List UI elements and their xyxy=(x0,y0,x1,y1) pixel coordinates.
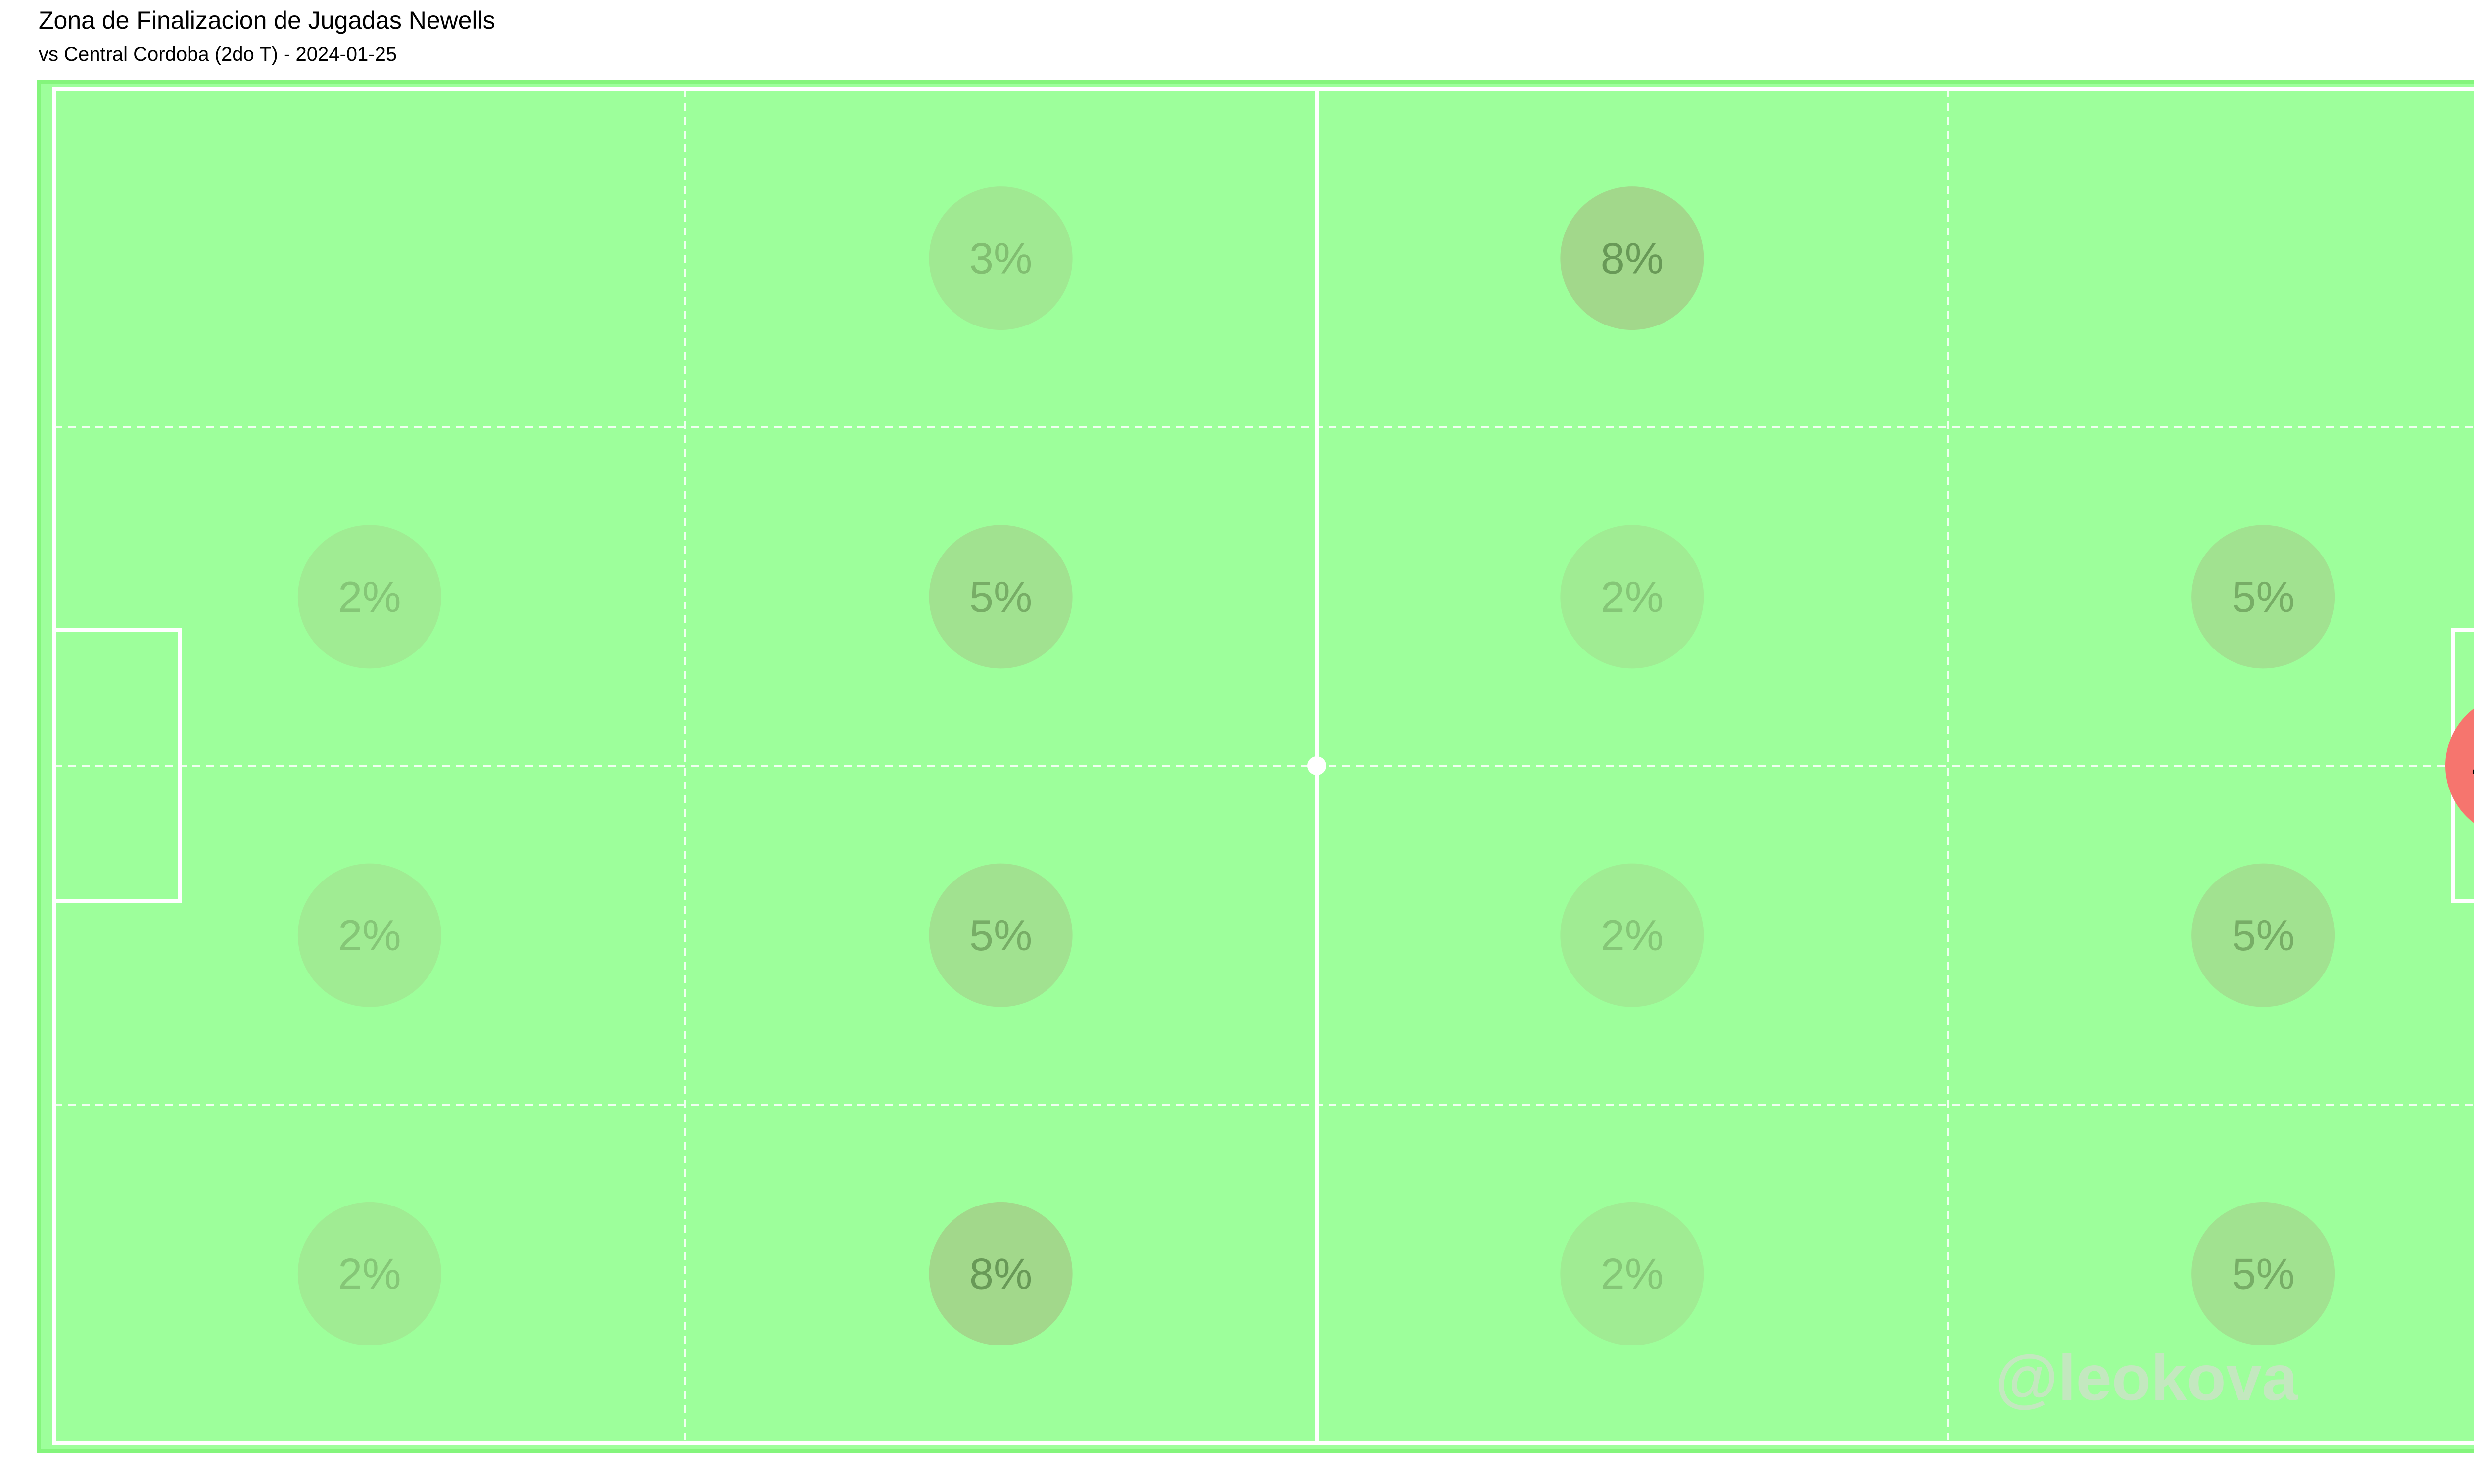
zone-label: 5% xyxy=(2232,911,2295,960)
zone-label: 3% xyxy=(969,234,1032,283)
zone-bubble xyxy=(929,525,1073,669)
zone-label: 5% xyxy=(2232,572,2295,621)
zone-bubble xyxy=(2191,525,2335,669)
zone-label: 2% xyxy=(1601,572,1664,621)
center-spot xyxy=(1307,756,1326,775)
zone-label: 5% xyxy=(969,572,1032,621)
highlight-bubble xyxy=(2445,708,2474,823)
highlight-label: 46% xyxy=(2472,741,2474,791)
zone-bubble xyxy=(1560,186,1704,330)
zone-bubble xyxy=(1560,1202,1704,1345)
zone-bubble xyxy=(1560,863,1704,1007)
chart-subtitle: vs Central Cordoba (2do T) - 2024-01-25 xyxy=(39,44,397,65)
zone-bubble xyxy=(2191,863,2335,1007)
zone-label: 8% xyxy=(969,1249,1032,1298)
zone-label: 8% xyxy=(1601,234,1664,283)
chart-title: Zona de Finalizacion de Jugadas Newells xyxy=(39,6,495,34)
zone-bubble xyxy=(929,186,1073,330)
zone-label: 2% xyxy=(338,1249,401,1298)
zone-bubble xyxy=(1560,525,1704,669)
zone-bubble xyxy=(2191,1202,2335,1345)
zone-label: 5% xyxy=(969,911,1032,960)
zone-bubble xyxy=(929,1202,1073,1345)
zone-bubble xyxy=(297,863,441,1007)
zone-bubble xyxy=(297,525,441,669)
zone-label: 2% xyxy=(1601,911,1664,960)
zone-label: 2% xyxy=(338,911,401,960)
zone-bubbles: 3% 8% 2% 5% 2% 5% 2% 5% 2% 5% 2% 8% 2% 5% xyxy=(297,186,2335,1345)
zone-label: 2% xyxy=(1601,1249,1664,1298)
zone-bubble xyxy=(929,863,1073,1007)
zone-label: 5% xyxy=(2232,1249,2295,1298)
goal-area-left xyxy=(52,628,182,903)
zone-bubble xyxy=(297,1202,441,1345)
watermark: @leokova xyxy=(1996,1342,2299,1414)
zone-label: 2% xyxy=(338,572,401,621)
